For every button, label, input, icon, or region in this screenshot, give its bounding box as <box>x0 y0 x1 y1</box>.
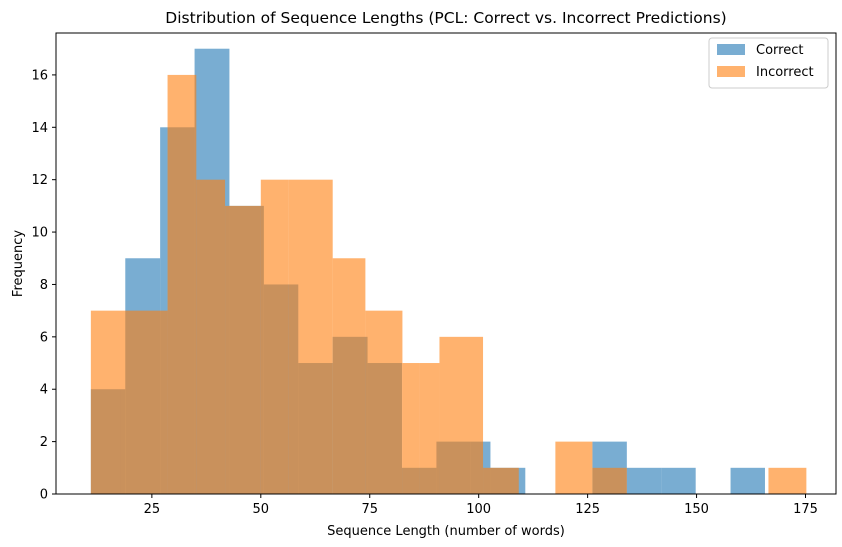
x-tick-label: 50 <box>253 502 270 517</box>
bar-incorrect <box>592 467 627 494</box>
legend-swatch-incorrect <box>717 66 745 77</box>
bar-correct <box>730 467 765 494</box>
y-tick-label: 16 <box>31 68 48 83</box>
legend: Correct Incorrect <box>708 37 829 89</box>
bars-layer <box>90 48 807 494</box>
x-tick-label: 125 <box>575 502 600 517</box>
y-tick-label: 4 <box>40 383 48 398</box>
chart-title: Distribution of Sequence Lengths (PCL: C… <box>165 9 726 27</box>
bar-incorrect <box>439 336 484 494</box>
y-tick-label: 12 <box>31 173 48 188</box>
bar-incorrect <box>167 74 197 494</box>
y-tick-label: 0 <box>40 488 48 503</box>
x-tick-label: 25 <box>144 502 161 517</box>
bar-incorrect <box>196 179 226 494</box>
bar-incorrect <box>332 258 366 494</box>
y-tick-label: 6 <box>40 330 48 345</box>
y-axis-ticks: 0 2 4 6 8 10 12 14 16 <box>31 68 56 503</box>
x-axis-title: Sequence Length (number of words) <box>327 524 565 539</box>
bar-incorrect <box>120 310 168 494</box>
legend-label-incorrect: Incorrect <box>756 65 814 80</box>
y-tick-label: 8 <box>40 278 48 293</box>
bar-incorrect <box>419 363 440 494</box>
y-tick-label: 2 <box>40 435 48 450</box>
bar-incorrect <box>225 205 261 494</box>
x-tick-label: 100 <box>466 502 491 517</box>
bar-correct <box>661 467 696 494</box>
x-tick-label: 150 <box>684 502 709 517</box>
bar-correct <box>160 127 168 494</box>
bar-incorrect <box>483 467 519 494</box>
bar-incorrect <box>365 310 403 494</box>
plot-frame <box>55 32 837 495</box>
y-tick-label: 10 <box>31 226 48 241</box>
bar-incorrect <box>288 179 333 494</box>
bar-incorrect <box>260 179 289 494</box>
bar-incorrect <box>402 363 420 494</box>
bar-correct <box>626 467 662 494</box>
bar-incorrect <box>555 441 593 494</box>
legend-label-correct: Correct <box>756 43 803 58</box>
legend-swatch-correct <box>717 44 745 55</box>
bar-incorrect <box>768 467 807 494</box>
y-tick-label: 14 <box>31 121 48 136</box>
y-axis-title: Frequency <box>11 230 26 297</box>
x-axis-ticks: 25 50 75 100 125 150 175 <box>144 494 818 517</box>
x-tick-label: 75 <box>361 502 378 517</box>
bar-incorrect <box>90 310 121 494</box>
x-tick-label: 175 <box>793 502 818 517</box>
